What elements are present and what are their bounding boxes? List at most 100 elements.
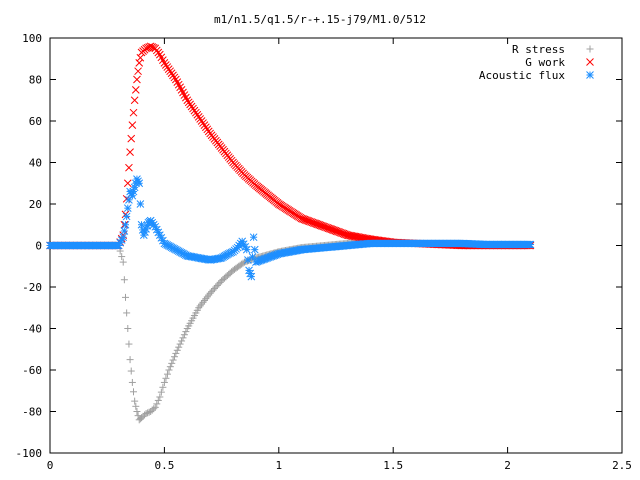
data-point: [312, 220, 321, 228]
data-point: [322, 223, 330, 232]
data-point: [119, 258, 127, 266]
data-point: [301, 216, 310, 224]
data-point: [318, 221, 326, 230]
data-point: [526, 240, 535, 249]
data-point: [130, 96, 139, 105]
data-point: [199, 298, 207, 306]
y-tick-label: 60: [29, 115, 42, 128]
data-point: [196, 302, 204, 310]
data-point: [309, 219, 318, 227]
data-point: [305, 217, 314, 226]
y-tick-label: 80: [29, 74, 42, 87]
data-point: [250, 245, 259, 254]
y-tick-label: -60: [22, 364, 42, 377]
data-point: [307, 218, 315, 226]
series-star: [46, 175, 535, 281]
data-point: [136, 53, 145, 62]
data-point: [330, 226, 338, 235]
y-tick-label: 0: [35, 240, 42, 253]
data-point: [123, 179, 132, 188]
series-cross: [46, 42, 535, 250]
data-point: [179, 334, 187, 342]
y-tick-label: 40: [29, 157, 42, 170]
data-point: [142, 410, 150, 418]
data-point: [175, 343, 183, 351]
legend-marker: [586, 45, 594, 53]
data-point: [126, 356, 134, 364]
data-point: [154, 396, 162, 404]
data-point: [339, 229, 348, 238]
data-point: [151, 403, 159, 411]
y-axis: -100 -80 -60 -40 -20 0 20 40 60 80 100: [16, 32, 622, 460]
legend-label: G work: [525, 56, 565, 69]
data-point: [300, 215, 309, 224]
data-point: [168, 359, 176, 367]
data-point: [121, 220, 130, 229]
data-point: [119, 233, 128, 242]
legend-label: R stress: [512, 43, 565, 56]
data-point: [127, 367, 135, 375]
data-point: [159, 383, 167, 391]
data-point: [213, 281, 221, 289]
data-point: [332, 227, 341, 236]
data-point: [313, 220, 322, 229]
y-tick-label: 20: [29, 198, 42, 211]
x-tick-label: 1.5: [383, 459, 403, 472]
data-point: [176, 340, 184, 348]
data-point: [315, 221, 324, 229]
data-point: [182, 328, 190, 336]
data-point: [206, 289, 214, 297]
data-point: [122, 293, 130, 301]
data-point: [125, 163, 133, 172]
data-point: [165, 366, 173, 374]
data-point: [166, 363, 174, 371]
data-point: [215, 280, 223, 288]
data-point: [173, 346, 181, 354]
data-point: [172, 349, 180, 357]
data-point: [247, 272, 256, 281]
data-point: [122, 212, 131, 221]
data-point: [323, 223, 332, 232]
data-point: [319, 222, 328, 231]
y-tick-label: -20: [22, 281, 42, 294]
series-plus: [46, 239, 534, 424]
data-point: [320, 222, 329, 231]
x-tick-label: 2: [504, 459, 511, 472]
data-point: [299, 215, 307, 223]
x-tick-label: 2.5: [612, 459, 632, 472]
legend-label: Acoustic flux: [479, 69, 565, 82]
data-point: [125, 195, 133, 204]
data-point: [297, 214, 306, 223]
data-point: [169, 356, 177, 364]
data-point: [308, 218, 317, 227]
data-point: [129, 108, 138, 117]
data-point: [120, 276, 128, 284]
data-point: [135, 179, 144, 188]
x-tick-label: 0.5: [154, 459, 174, 472]
data-point: [327, 225, 336, 234]
data-point: [311, 219, 319, 228]
data-point: [151, 222, 160, 231]
data-point: [125, 340, 133, 348]
data-point: [135, 59, 144, 67]
data-point: [202, 295, 210, 303]
data-point: [162, 374, 170, 382]
data-point: [131, 86, 140, 94]
data-point: [216, 278, 224, 286]
data-point: [316, 221, 325, 230]
data-point: [124, 325, 132, 332]
data-point: [200, 296, 208, 304]
data-point: [144, 409, 152, 417]
data-point: [128, 378, 136, 386]
data-point: [303, 216, 311, 225]
data-point: [170, 353, 178, 361]
data-point: [150, 405, 158, 413]
data-point: [160, 378, 168, 386]
data-point: [205, 291, 213, 299]
y-tick-label: 100: [22, 32, 42, 45]
x-tick-label: 1: [275, 459, 282, 472]
data-point: [120, 227, 129, 235]
data-point: [123, 204, 132, 213]
data-point: [128, 121, 137, 130]
data-point: [203, 293, 211, 301]
